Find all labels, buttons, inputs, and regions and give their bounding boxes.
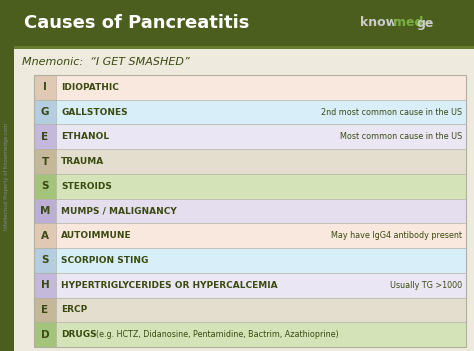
- Bar: [34, 199, 466, 223]
- Text: Usually TG >1000: Usually TG >1000: [390, 281, 462, 290]
- Text: T: T: [41, 157, 49, 166]
- Bar: [34, 100, 466, 125]
- Text: ge: ge: [417, 16, 434, 29]
- Text: MUMPS / MALIGNANCY: MUMPS / MALIGNANCY: [61, 206, 177, 216]
- Text: GALLSTONES: GALLSTONES: [61, 108, 128, 117]
- Text: Mnemonic:  “I GET SMASHED”: Mnemonic: “I GET SMASHED”: [22, 57, 190, 67]
- Text: know: know: [360, 16, 397, 29]
- Text: May have IgG4 antibody present: May have IgG4 antibody present: [331, 231, 462, 240]
- Bar: [34, 125, 56, 149]
- Bar: [34, 273, 466, 298]
- Bar: [14, 46, 474, 49]
- Text: TRAUMA: TRAUMA: [61, 157, 104, 166]
- Text: M: M: [40, 206, 50, 216]
- Bar: [34, 248, 56, 273]
- Text: SCORPION STING: SCORPION STING: [61, 256, 148, 265]
- Bar: [34, 149, 56, 174]
- Text: HYPERTRIGLYCERIDES OR HYPERCALCEMIA: HYPERTRIGLYCERIDES OR HYPERCALCEMIA: [61, 281, 278, 290]
- Bar: [34, 174, 466, 199]
- Bar: [34, 298, 466, 322]
- Bar: [34, 273, 56, 298]
- Text: (e.g. HCTZ, Didanosine, Pentamidine, Bactrim, Azathioprine): (e.g. HCTZ, Didanosine, Pentamidine, Bac…: [96, 330, 339, 339]
- Text: ERCP: ERCP: [61, 305, 87, 314]
- Bar: [34, 100, 56, 125]
- Bar: [34, 125, 466, 149]
- Bar: [34, 223, 466, 248]
- Bar: [34, 75, 56, 100]
- Bar: [34, 75, 466, 347]
- Bar: [34, 199, 56, 223]
- Text: E: E: [41, 132, 48, 142]
- Text: DRUGS: DRUGS: [61, 330, 97, 339]
- Bar: [34, 298, 56, 322]
- Text: A: A: [41, 231, 49, 241]
- Bar: [34, 322, 56, 347]
- Text: Intellectual Property of Knowmedge.com: Intellectual Property of Knowmedge.com: [3, 122, 9, 230]
- Bar: [34, 223, 56, 248]
- Text: 2nd most common cause in the US: 2nd most common cause in the US: [321, 108, 462, 117]
- Text: AUTOIMMUNE: AUTOIMMUNE: [61, 231, 132, 240]
- Bar: [34, 174, 56, 199]
- Text: G: G: [41, 107, 49, 117]
- Bar: [14, 0, 474, 46]
- Text: S: S: [41, 181, 49, 191]
- Text: Causes of Pancreatitis: Causes of Pancreatitis: [24, 14, 249, 32]
- Bar: [34, 149, 466, 174]
- Text: S: S: [41, 256, 49, 265]
- Text: IDIOPATHIC: IDIOPATHIC: [61, 83, 119, 92]
- Text: ETHANOL: ETHANOL: [61, 132, 109, 141]
- Text: E: E: [41, 305, 48, 315]
- Text: D: D: [41, 330, 49, 340]
- Text: STEROIDS: STEROIDS: [61, 182, 112, 191]
- Text: Most common cause in the US: Most common cause in the US: [340, 132, 462, 141]
- Text: H: H: [41, 280, 49, 290]
- Text: med: med: [393, 16, 423, 29]
- Text: I: I: [43, 82, 47, 92]
- Bar: [34, 75, 466, 100]
- Bar: [0, 0, 14, 351]
- Bar: [34, 322, 466, 347]
- Bar: [34, 248, 466, 273]
